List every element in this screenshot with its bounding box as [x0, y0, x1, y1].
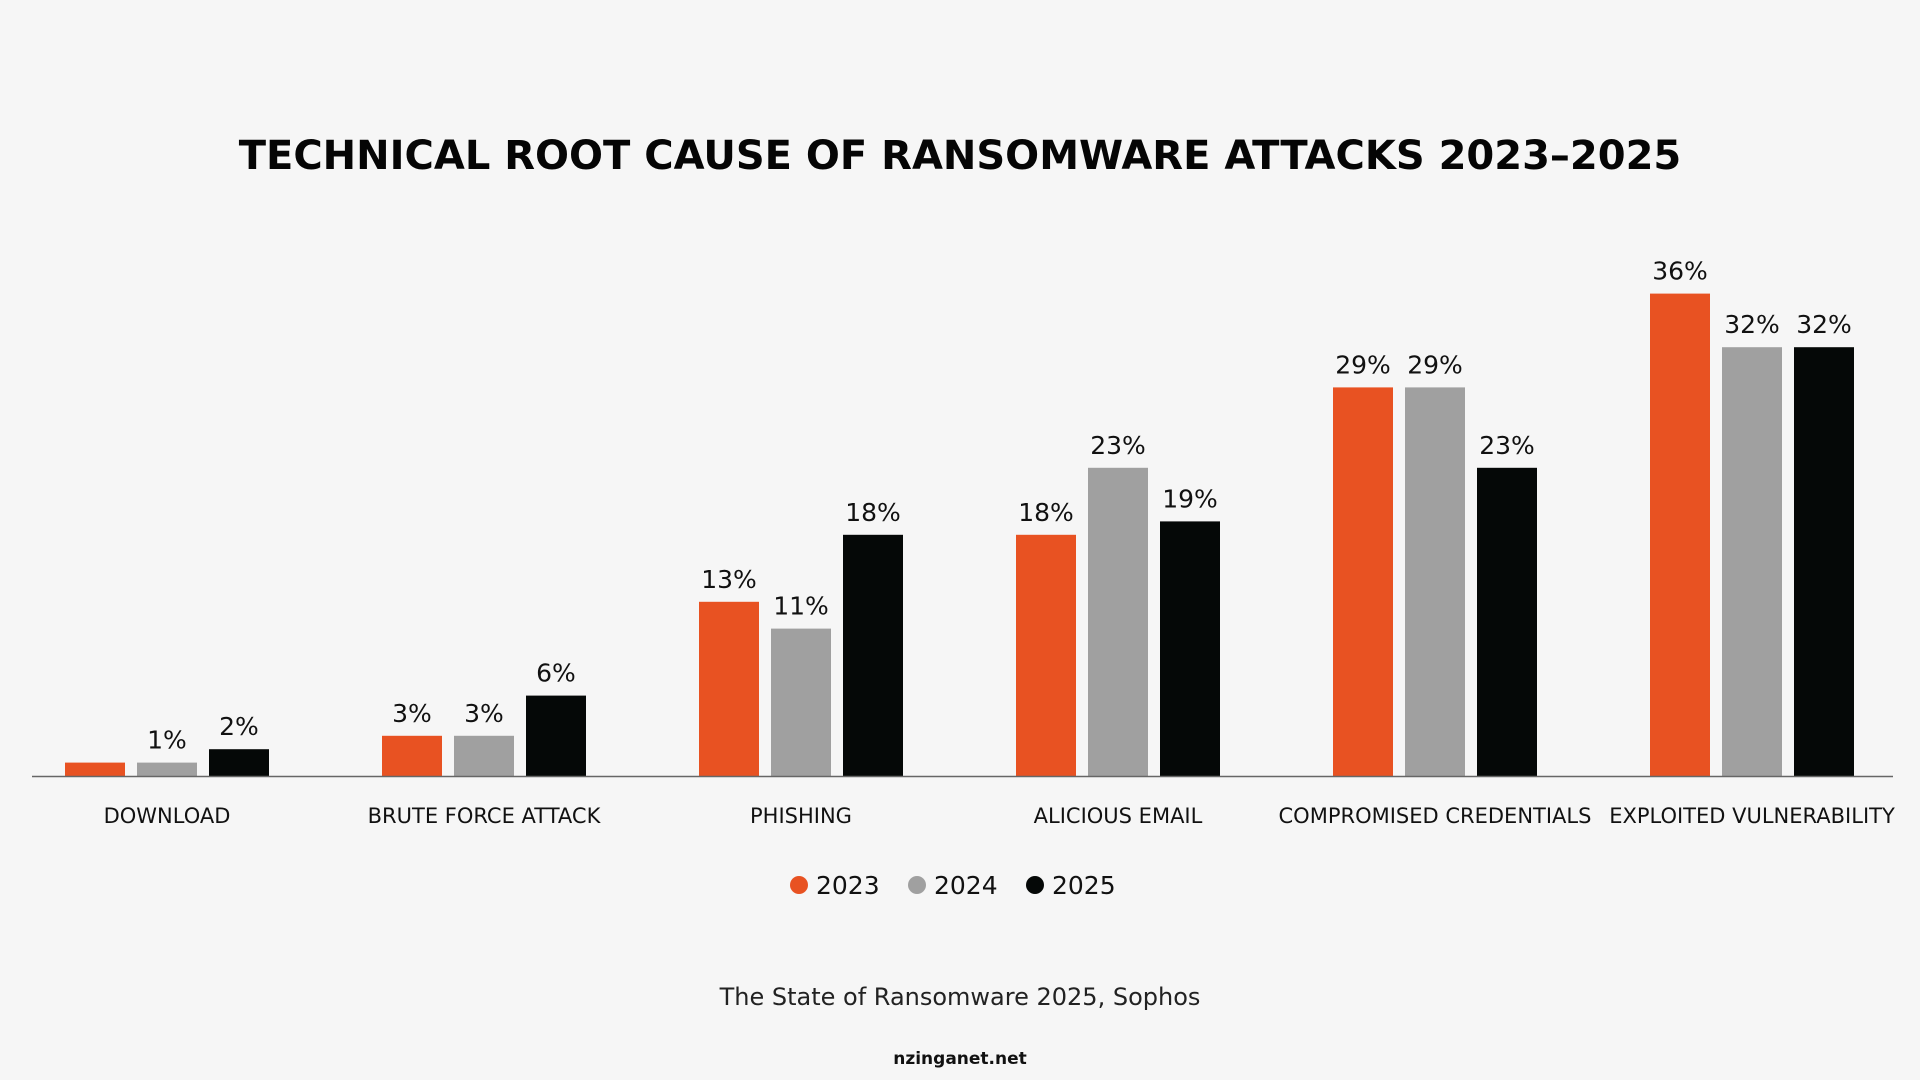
data-label-compromised-credentials-2024: 29%	[1407, 350, 1463, 379]
bar-phishing-2025	[843, 534, 903, 776]
legend-marker-2025	[1026, 876, 1044, 894]
bar-download-2024	[137, 762, 197, 776]
x-tick-label: BRUTE FORCE ATTACK	[368, 804, 602, 828]
data-label-compromised-credentials-2025: 23%	[1479, 431, 1535, 460]
data-label-exploited-vulnerability-2024: 32%	[1724, 310, 1780, 339]
legend-marker-2023	[790, 876, 808, 894]
legend-marker-2024	[908, 876, 926, 894]
data-label-compromised-credentials-2023: 29%	[1335, 350, 1391, 379]
data-label-alicious-email-2023: 18%	[1018, 498, 1074, 527]
bar-compromised-credentials-2024	[1405, 387, 1465, 776]
data-label-exploited-vulnerability-2025: 32%	[1796, 310, 1852, 339]
bar-exploited-vulnerability-2025	[1794, 347, 1854, 776]
x-axis-labels: DOWNLOAD BRUTE FORCE ATTACK PHISHING ALICIO…	[104, 804, 1895, 828]
bar-phishing-2024	[771, 628, 831, 776]
bar-exploited-vulnerability-2024	[1722, 347, 1782, 776]
data-label-exploited-vulnerability-2023: 36%	[1652, 257, 1708, 286]
bar-compromised-credentials-2023	[1333, 387, 1393, 776]
watermark: nzinganet.net	[893, 1049, 1027, 1069]
legend: 2023 2024 2025	[790, 871, 1116, 900]
legend-label-2025: 2025	[1052, 871, 1116, 900]
data-label-alicious-email-2024: 23%	[1090, 431, 1146, 460]
data-label-phishing-2024: 11%	[773, 592, 829, 621]
x-tick-label: DOWNLOAD	[104, 804, 231, 828]
x-tick-label: EXPLOITED VULNERABILITY	[1609, 804, 1895, 828]
data-label-alicious-email-2025: 19%	[1162, 484, 1218, 513]
legend-label-2023: 2023	[816, 871, 880, 900]
data-label-download-2024: 1%	[147, 726, 187, 755]
data-label-download-2025: 2%	[219, 712, 259, 741]
source-note: The State of Ransomware 2025, Sophos	[719, 983, 1201, 1011]
x-tick-label: COMPROMISED CREDENTIALS	[1279, 804, 1592, 828]
bar-download-2025	[209, 749, 269, 776]
bar-alicious-email-2024	[1088, 467, 1148, 776]
data-label-phishing-2025: 18%	[845, 498, 901, 527]
legend-label-2024: 2024	[934, 871, 998, 900]
bars-group: 1% 2% 3% 3% 6% 13% 11% 18% 18% 23% 19% 29% 29% 23% 36%…	[65, 257, 1854, 776]
chart-title: TECHNICAL ROOT CAUSE OF RANSOMWARE ATTAC…	[239, 133, 1682, 179]
bar-brute-force-attack-2023	[382, 735, 442, 776]
bar-compromised-credentials-2025	[1477, 467, 1537, 776]
bar-phishing-2023	[699, 601, 759, 776]
x-tick-label: ALICIOUS EMAIL	[1034, 804, 1203, 828]
data-label-brute-force-attack-2024: 3%	[464, 699, 504, 728]
bar-alicious-email-2025	[1160, 521, 1220, 776]
bar-exploited-vulnerability-2023	[1650, 293, 1710, 776]
bar-alicious-email-2023	[1016, 534, 1076, 776]
data-label-brute-force-attack-2023: 3%	[392, 699, 432, 728]
bar-download-2023	[65, 762, 125, 776]
bar-brute-force-attack-2025	[526, 695, 586, 776]
bar-brute-force-attack-2024	[454, 735, 514, 776]
data-label-brute-force-attack-2025: 6%	[536, 659, 576, 688]
x-tick-label: PHISHING	[750, 804, 852, 828]
data-label-phishing-2023: 13%	[701, 565, 757, 594]
